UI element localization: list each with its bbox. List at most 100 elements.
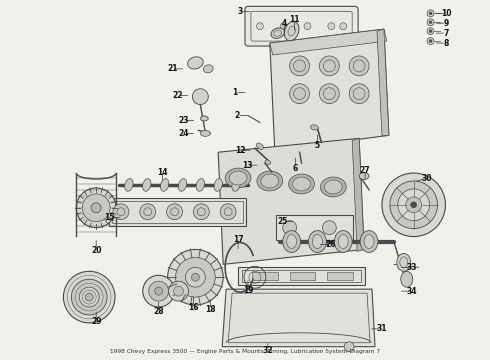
Ellipse shape [261,174,279,188]
Text: 23: 23 [178,116,189,125]
Ellipse shape [160,179,169,191]
Ellipse shape [334,231,352,252]
Polygon shape [218,138,364,264]
Text: 1: 1 [232,88,238,97]
Ellipse shape [364,235,374,248]
Circle shape [167,204,182,220]
Circle shape [169,281,189,301]
Text: 24: 24 [178,129,189,138]
Circle shape [140,204,156,220]
Text: 13: 13 [242,161,252,170]
Circle shape [168,249,223,305]
Circle shape [344,342,354,352]
Circle shape [283,221,296,235]
Text: 12: 12 [235,146,245,155]
Circle shape [175,257,215,297]
Circle shape [290,84,310,104]
Text: 19: 19 [243,285,253,294]
Text: 30: 30 [421,174,432,183]
Ellipse shape [283,231,300,252]
Circle shape [192,273,199,281]
Ellipse shape [397,253,411,271]
Circle shape [220,204,236,220]
Circle shape [322,221,336,235]
Text: 8: 8 [444,39,449,48]
Bar [276,215,353,239]
Circle shape [76,188,116,228]
Circle shape [280,23,287,30]
Ellipse shape [284,22,299,41]
Text: 6: 6 [293,163,298,172]
Circle shape [429,40,432,42]
Ellipse shape [229,171,247,185]
Ellipse shape [287,235,296,248]
Bar [290,272,316,280]
Ellipse shape [401,271,413,287]
Text: 32: 32 [263,346,273,355]
Circle shape [63,271,115,323]
Ellipse shape [214,179,222,191]
Ellipse shape [203,65,213,73]
Polygon shape [270,29,389,150]
Ellipse shape [178,179,187,191]
Ellipse shape [265,160,270,165]
Circle shape [319,84,339,104]
Ellipse shape [125,179,133,191]
Text: 20: 20 [91,246,101,255]
Text: 3: 3 [238,7,243,16]
Bar [109,198,246,226]
Text: 4: 4 [282,19,287,28]
Text: 26: 26 [325,240,336,249]
Text: 9: 9 [444,19,449,28]
Text: 18: 18 [205,306,216,315]
Circle shape [194,204,209,220]
Circle shape [427,28,434,35]
Ellipse shape [293,177,311,191]
Text: 25: 25 [277,217,288,226]
Circle shape [72,279,107,315]
Circle shape [155,287,163,295]
Ellipse shape [360,231,378,252]
Text: 1998 Chevy Express 3500 — Engine Parts & Mounts, Timing, Lubrication System Diag: 1998 Chevy Express 3500 — Engine Parts &… [110,348,380,354]
Circle shape [427,19,434,26]
Text: 27: 27 [360,166,370,175]
Ellipse shape [320,177,346,197]
Ellipse shape [232,179,240,191]
Bar [252,272,278,280]
Circle shape [398,189,430,221]
Text: 14: 14 [157,167,168,176]
Circle shape [349,84,369,104]
Text: 21: 21 [167,64,178,73]
Circle shape [79,287,99,307]
Circle shape [193,89,208,105]
Polygon shape [352,138,364,251]
Ellipse shape [196,179,204,191]
Polygon shape [377,29,389,135]
Circle shape [113,204,129,220]
Text: 5: 5 [315,141,320,150]
Ellipse shape [200,116,208,121]
Text: 7: 7 [444,29,449,38]
Ellipse shape [271,28,285,39]
Circle shape [411,202,416,208]
Ellipse shape [200,130,210,136]
Ellipse shape [256,143,263,149]
Text: 29: 29 [91,318,101,327]
Bar [112,201,243,223]
Text: 34: 34 [406,287,417,296]
Ellipse shape [313,235,322,248]
Ellipse shape [188,57,203,69]
Text: 2: 2 [234,111,240,120]
Bar [327,272,353,280]
Ellipse shape [143,179,151,191]
Text: 17: 17 [233,235,244,244]
Ellipse shape [324,180,342,194]
Circle shape [328,23,335,30]
FancyBboxPatch shape [245,6,358,46]
Text: 10: 10 [441,9,452,18]
Circle shape [143,275,174,307]
Text: 28: 28 [153,307,164,316]
Text: 15: 15 [104,213,114,222]
Ellipse shape [225,168,251,188]
Circle shape [91,203,101,213]
